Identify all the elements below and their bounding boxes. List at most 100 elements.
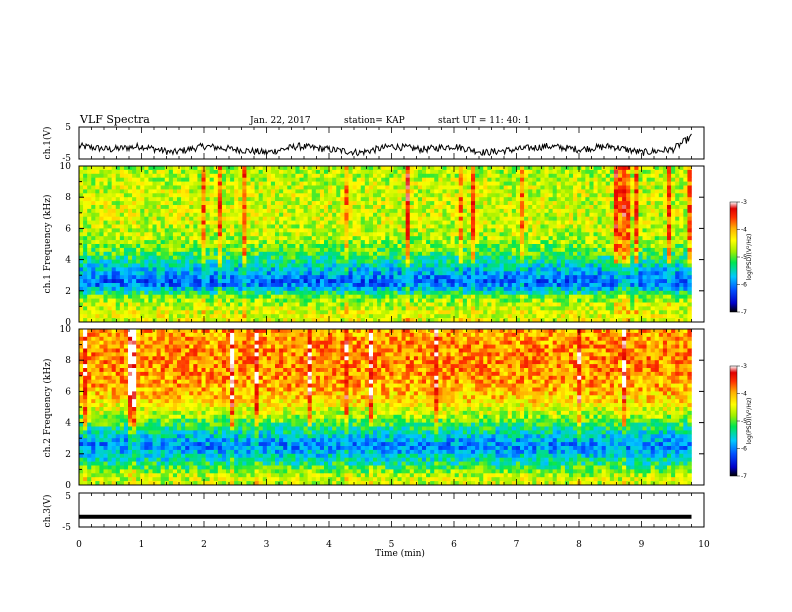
spectrogram-cell xyxy=(107,244,112,249)
spectrogram-cell xyxy=(119,169,125,175)
spectrogram-cell xyxy=(487,185,492,190)
spectrogram-cell xyxy=(217,224,223,229)
spectrogram-cell xyxy=(589,240,594,245)
spectrogram-cell xyxy=(405,197,411,202)
spectrogram-cell xyxy=(111,208,117,214)
spectrogram-cell xyxy=(348,279,353,284)
spectrogram-cell xyxy=(164,255,170,260)
spectrogram-cell xyxy=(336,201,341,206)
spectrogram-cell xyxy=(356,263,362,268)
spectrogram-cell xyxy=(336,232,341,237)
spectrogram-cell xyxy=(658,267,664,272)
spectrogram-cell xyxy=(491,189,496,194)
spectrogram-cell xyxy=(675,220,680,225)
spectrogram-cell xyxy=(136,286,141,292)
spectrogram-cell xyxy=(193,275,198,280)
spectrogram-cell xyxy=(462,228,468,233)
spectrogram-cell xyxy=(287,224,292,229)
spectrogram-cell xyxy=(270,181,276,186)
spectrogram-cell xyxy=(315,286,321,292)
spectrogram-cell xyxy=(597,240,602,245)
spectrogram-cell xyxy=(495,208,500,214)
spectrogram-cell xyxy=(373,283,378,288)
spectrogram-cell xyxy=(234,220,239,225)
spectrogram-cell xyxy=(671,205,676,210)
spectrogram-cell xyxy=(319,232,325,237)
spectrogram-cell xyxy=(687,255,692,260)
spectrogram-cell xyxy=(548,169,553,175)
spectrogram-cell xyxy=(111,283,117,288)
spectrogram-cell xyxy=(667,263,672,268)
spectrogram-cell xyxy=(634,236,639,241)
spectrogram-cell xyxy=(556,216,562,221)
spectrogram-cell xyxy=(577,271,582,276)
spectrogram-cell xyxy=(315,177,321,182)
spectrogram-cell xyxy=(605,224,611,229)
spectrogram-cell xyxy=(368,263,374,268)
spectrogram-cell xyxy=(119,177,125,182)
spectrogram-cell xyxy=(303,240,308,245)
spectrogram-cell xyxy=(115,290,121,295)
spectrogram-cell xyxy=(275,193,280,198)
spectrogram-cell xyxy=(438,166,443,171)
spectrogram-cell xyxy=(613,212,619,217)
spectrogram-cell xyxy=(646,185,651,190)
spectrogram-cell xyxy=(279,267,284,272)
spectrogram-cell xyxy=(377,286,382,292)
spectrogram-cell xyxy=(79,208,84,214)
spectrogram-cell xyxy=(242,173,247,178)
spectrogram-cell xyxy=(177,189,182,194)
spectrogram-cell xyxy=(152,166,157,171)
spectrogram-cell xyxy=(332,220,337,225)
spectrogram-cell xyxy=(79,263,84,268)
spectrogram-cell xyxy=(209,244,215,249)
spectrogram-cell xyxy=(638,216,643,221)
spectrogram-cell xyxy=(123,212,129,217)
spectrogram-cell xyxy=(226,247,231,253)
spectrogram-cell xyxy=(458,259,464,264)
spectrogram-cell xyxy=(132,271,137,276)
spectrogram-cell xyxy=(348,189,353,194)
spectrogram-cell xyxy=(197,232,202,237)
spectrogram-cell xyxy=(495,286,500,292)
spectrogram-cell xyxy=(324,177,329,182)
spectrogram-cell xyxy=(507,166,513,171)
spectrogram-cell xyxy=(609,244,615,249)
spectrogram-cell xyxy=(368,166,374,171)
spectrogram-cell xyxy=(234,259,239,264)
spectrogram-cell xyxy=(140,263,145,268)
spectrogram-cell xyxy=(266,166,272,171)
spectrogram-cell xyxy=(466,197,472,202)
spectrogram-cell xyxy=(152,271,157,276)
spectrogram-cell xyxy=(319,220,325,225)
spectrogram-cell xyxy=(454,283,460,288)
spectrogram-cell xyxy=(638,267,643,272)
spectrogram-cell xyxy=(564,201,570,206)
spectrogram-cell xyxy=(442,197,447,202)
spectrogram-cell xyxy=(156,232,161,237)
spectrogram-cell xyxy=(91,244,96,249)
spectrogram-cell xyxy=(332,255,337,260)
spectrogram-cell xyxy=(405,189,411,194)
spectrogram-cell xyxy=(83,244,88,249)
spectrogram-cell xyxy=(181,275,186,280)
spectrogram-cell xyxy=(324,173,329,178)
spectrogram-cell xyxy=(181,294,186,299)
spectrogram-cell xyxy=(609,197,615,202)
spectrogram-cell xyxy=(503,181,509,186)
spectrogram-cell xyxy=(205,166,210,171)
spectrogram-cell xyxy=(303,279,308,284)
spectrogram-cell xyxy=(336,224,341,229)
spectrogram-cell xyxy=(409,286,415,292)
spectrogram-cell xyxy=(303,166,308,171)
spectrogram-cell xyxy=(548,267,553,272)
spectrogram-cell xyxy=(140,290,145,295)
spectrogram-cell xyxy=(564,185,570,190)
spectrogram-cell xyxy=(626,181,631,186)
spectrogram-cell xyxy=(307,283,313,288)
spectrogram-cell xyxy=(499,185,504,190)
spectrogram-cell xyxy=(160,279,166,284)
spectrogram-cell xyxy=(524,228,529,233)
spectrogram-cell xyxy=(242,169,247,175)
spectrogram-cell xyxy=(295,169,300,175)
